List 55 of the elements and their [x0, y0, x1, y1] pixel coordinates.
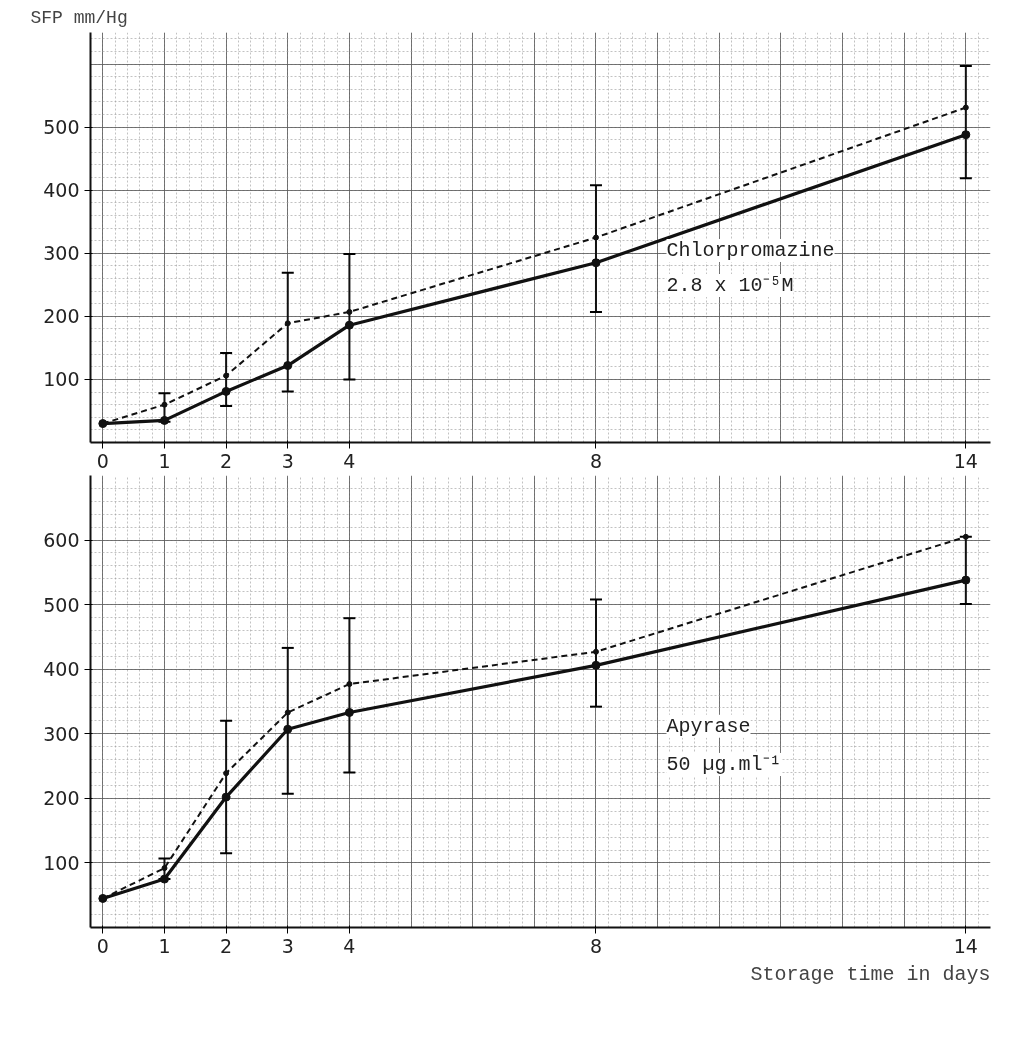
annotation: 50 µg.ml⁻¹: [666, 753, 782, 777]
point: [283, 724, 293, 734]
point: [346, 681, 353, 688]
x-axis-title: Storage time in days: [750, 962, 991, 986]
point: [223, 372, 230, 379]
annotation: Apyrase: [666, 714, 751, 738]
x-tick-label: 14: [953, 934, 978, 957]
point: [591, 258, 601, 268]
point: [592, 234, 599, 241]
x-tick-label: 3: [281, 449, 294, 472]
point: [592, 648, 599, 655]
x-tick-label: 1: [158, 934, 171, 957]
point: [346, 308, 353, 315]
point: [221, 386, 231, 396]
x-tick-label: 0: [96, 934, 109, 957]
y-tick-label: 500: [43, 593, 80, 616]
point: [344, 707, 354, 717]
annotation: 2.8 x 10⁻⁵M: [666, 273, 794, 297]
point: [223, 770, 230, 777]
y-tick-label: 200: [43, 305, 80, 328]
y-tick-label: 400: [43, 658, 80, 681]
y-axis-title: SFP mm/Hg: [30, 7, 128, 28]
point: [961, 575, 971, 585]
y-tick-label: 500: [43, 116, 80, 139]
x-tick-label: 3: [281, 934, 294, 957]
y-tick-label: 100: [43, 851, 80, 874]
point: [159, 874, 169, 884]
point: [221, 792, 231, 802]
point: [161, 865, 168, 872]
point: [159, 415, 169, 425]
point: [344, 320, 354, 330]
point: [961, 130, 971, 140]
x-tick-label: 8: [589, 449, 603, 472]
y-tick-label: 300: [43, 242, 80, 265]
point: [591, 660, 601, 670]
x-tick-label: 2: [220, 449, 233, 472]
annotation: Chlorpromazine: [666, 239, 835, 263]
x-tick-label: 4: [343, 934, 356, 957]
x-tick-label: 0: [96, 449, 109, 472]
x-tick-label: 4: [343, 449, 356, 472]
point: [284, 320, 291, 327]
y-tick-label: 300: [43, 722, 80, 745]
x-tick-label: 14: [953, 449, 978, 472]
x-tick-label: 8: [589, 934, 603, 957]
y-tick-label: 200: [43, 787, 80, 810]
point: [284, 709, 291, 716]
y-tick-label: 100: [43, 368, 80, 391]
point: [962, 533, 969, 540]
x-tick-label: 2: [220, 934, 233, 957]
point: [962, 104, 969, 111]
y-tick-label: 400: [43, 179, 80, 202]
point: [283, 361, 293, 371]
x-tick-label: 1: [158, 449, 171, 472]
y-tick-label: 600: [43, 529, 80, 552]
point: [161, 401, 168, 408]
